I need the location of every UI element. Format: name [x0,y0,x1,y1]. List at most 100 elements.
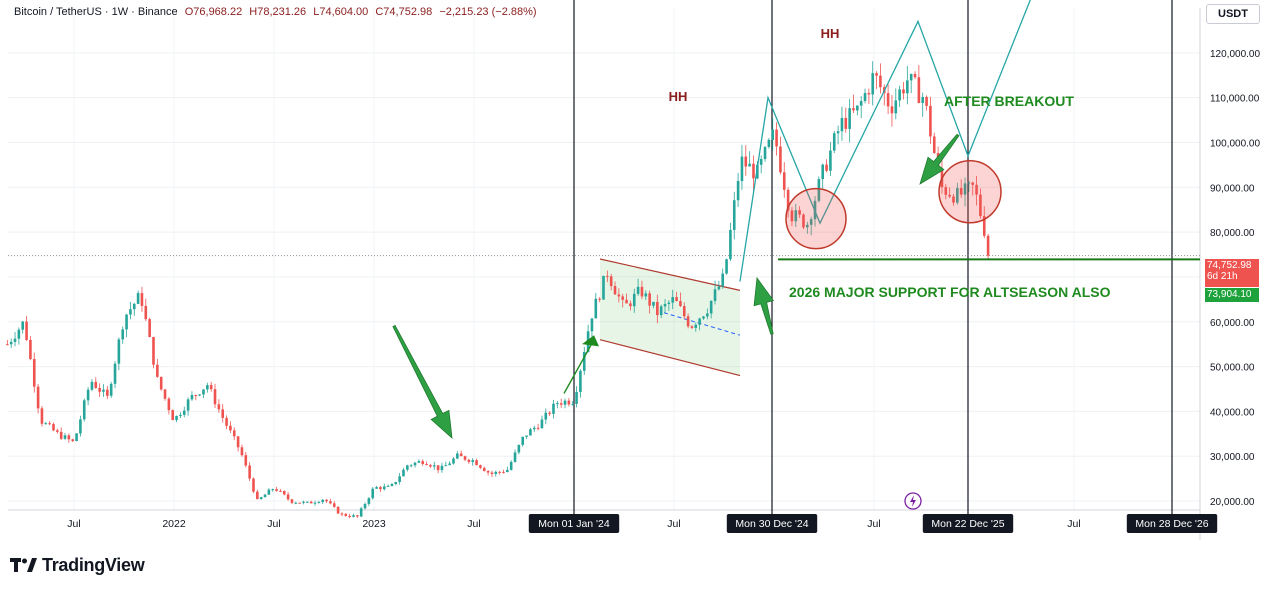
breakout-arrowhead [582,335,599,347]
candle-body [929,105,932,137]
currency-selector[interactable]: USDT [1206,4,1260,24]
candle-body [225,417,228,426]
candle-body [863,92,867,102]
candle-body [209,385,213,390]
candle-body [632,293,636,307]
candle-body [729,229,732,260]
channel-fill [600,259,740,376]
candle-body [117,339,121,364]
candle-body [175,415,178,421]
candle-body [521,436,525,445]
candle-body [513,452,517,462]
symbol-legend: Bitcoin / TetherUS · 1W · Binance O76,96… [14,6,541,18]
candle-body [675,297,678,302]
candle-body [152,336,155,365]
candle-body [740,156,744,182]
candle-body [298,502,301,504]
candle-body [229,425,232,431]
candle-body [898,89,901,101]
support-arrow [753,276,775,335]
x-tick-label: Mon 30 Dec '24 [735,518,808,530]
candle-body [136,293,140,304]
candle-body [879,75,882,88]
candle-body [652,301,655,306]
candle-body [963,183,967,195]
candle-body [113,363,117,384]
candle-body [217,404,221,410]
candle-body [667,302,671,304]
y-tick-label: 100,000.00 [1210,138,1260,149]
candle-body [917,77,921,104]
y-tick-label: 80,000.00 [1210,228,1255,239]
candle-body [390,484,394,486]
hh-label-1: HH [669,89,688,104]
current-price-tag: 74,752.98 6d 21h [1205,259,1259,287]
candle-body [617,294,621,297]
candle-body [806,224,809,228]
candle-body [732,200,736,230]
candle-body [263,494,267,498]
candle-body [948,194,951,197]
candle-body [494,471,498,475]
consolidation-circle-left [785,187,847,250]
candle-body [532,427,536,430]
candles-group [6,61,990,519]
candle-body [159,376,163,390]
candle-body [706,313,709,317]
candle-body [313,502,317,504]
candle-body [156,364,159,377]
candle-body [952,196,955,203]
tradingview-brand: TradingView [42,554,145,575]
candle-body [525,435,528,437]
candle-body [102,389,105,392]
symbol-name: Bitcoin / TetherUS · 1W · Binance [14,6,178,18]
candle-body [171,410,175,421]
candle-body [259,497,263,500]
candle-body [771,129,775,140]
price-chart[interactable]: 20,000.00 30,000.00 40,000.00 50,000.00 60,0… [0,0,1280,545]
candle-body [817,179,821,201]
candle-body [456,453,459,459]
x-marker-label-bg [726,514,818,533]
candle-body [375,487,378,489]
candle-body [98,387,101,392]
candle-body [182,410,186,415]
candle-body [463,456,467,460]
candle-body [932,136,936,154]
candle-body [636,286,640,294]
candle-body [717,286,721,290]
candle-body [959,188,963,195]
candle-body [736,181,740,201]
candle-body [386,485,390,487]
candle-body [125,314,128,330]
x-tick-label: Jul [67,518,80,530]
candle-body [429,464,432,467]
tradingview-footer[interactable]: TradingView [10,553,145,577]
candle-body [190,395,194,400]
candle-body [406,465,409,470]
candle-body [486,471,490,473]
candle-body [517,444,521,453]
candle-body [379,487,382,490]
ohlc-low: L74,604.00 [313,6,369,18]
candle-body [575,391,578,404]
candle-body [559,403,563,405]
candle-body [767,139,771,148]
candle-body [394,481,398,485]
candle-body [106,389,109,396]
y-tick-label: 90,000.00 [1210,183,1255,194]
candle-body [621,296,625,300]
candle-body [221,409,225,418]
breakout-arrow [919,133,960,185]
candle-body [75,433,78,442]
breakout-trend-line [563,339,595,394]
chart-area[interactable]: 20,000.00 30,000.00 40,000.00 50,000.00 60,0… [0,0,1280,545]
candle-body [344,513,348,516]
candle-body [890,106,894,114]
candle-body [86,389,90,401]
support-price-value: 73,904.10 [1207,289,1252,300]
zigzag-trend-line [739,0,1031,282]
candle-body [32,359,36,387]
candle-body [444,465,448,467]
candle-body [821,164,825,180]
